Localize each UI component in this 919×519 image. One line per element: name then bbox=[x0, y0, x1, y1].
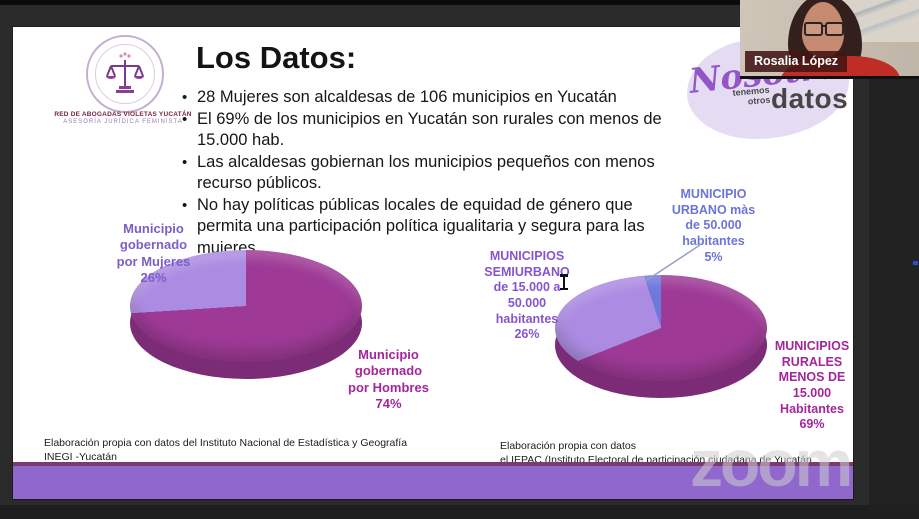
slide-title: Los Datos: bbox=[196, 40, 357, 75]
pie-surface bbox=[130, 250, 362, 362]
red-abogadas-violetas-logo bbox=[86, 35, 164, 113]
leader-line-urbano bbox=[646, 244, 701, 281]
pie-chart-gobierno-genero bbox=[130, 250, 362, 379]
slide-bottom-bar bbox=[13, 462, 853, 499]
pie-chart-tamano-municipios bbox=[555, 275, 767, 398]
screen-artifact bbox=[913, 261, 918, 265]
brand-big-text: datos bbox=[771, 83, 849, 114]
glasses-icon bbox=[804, 22, 844, 36]
logo-caption-line2: ASESORÍA JURÍDICA FEMINISTA bbox=[63, 119, 183, 125]
pie-label-urbano: MUNICIPIO URBANO màs de 50.000 habitante… bbox=[671, 187, 756, 264]
presentation-slide: RED DE ABOGADAS VIOLETAS YUCATÁN ASESORÍ… bbox=[13, 27, 861, 499]
pie-label-rurales: MUNICIPIOS RURALES MENOS DE 15.000 Habit… bbox=[774, 339, 850, 432]
screen-top-bar bbox=[0, 0, 919, 5]
screen-right-area bbox=[869, 0, 919, 519]
pie-surface bbox=[555, 275, 767, 381]
footnote-inegi: Elaboración propia con datos del Institu… bbox=[44, 437, 408, 464]
pie-label-hombres: Municipio gobernado por Hombres 74% bbox=[348, 347, 429, 411]
pie-label-mujeres: Municipio gobernado por Mujeres 26% bbox=[116, 221, 191, 285]
participant-face bbox=[802, 2, 844, 58]
webcam-video-tile[interactable]: Rosalia López bbox=[740, 0, 919, 79]
bullet-item: 28 Mujeres son alcaldesas de 106 municip… bbox=[180, 87, 685, 109]
bullet-item: Las alcaldesas gobiernan los municipios … bbox=[180, 152, 685, 195]
bullet-list: 28 Mujeres son alcaldesas de 106 municip… bbox=[180, 87, 685, 259]
bullet-item: No hay políticas públicas locales de equ… bbox=[180, 195, 685, 260]
pie-label-semiurbano: MUNICIPIOS SEMIURBANO de 15.000 a 50.000… bbox=[484, 249, 570, 342]
screen-bottom-area bbox=[0, 505, 919, 519]
scales-of-justice-icon bbox=[95, 44, 155, 104]
logo-caption: RED DE ABOGADAS VIOLETAS YUCATÁN ASESORÍ… bbox=[53, 111, 193, 125]
zoom-watermark: zoom bbox=[690, 426, 853, 500]
text-cursor bbox=[559, 274, 569, 290]
participant-name-label: Rosalia López bbox=[745, 51, 848, 72]
logo-caption-line1: RED DE ABOGADAS VIOLETAS YUCATÁN bbox=[54, 111, 192, 118]
bullet-item: El 69% de los municipios en Yucatán son … bbox=[180, 109, 685, 152]
